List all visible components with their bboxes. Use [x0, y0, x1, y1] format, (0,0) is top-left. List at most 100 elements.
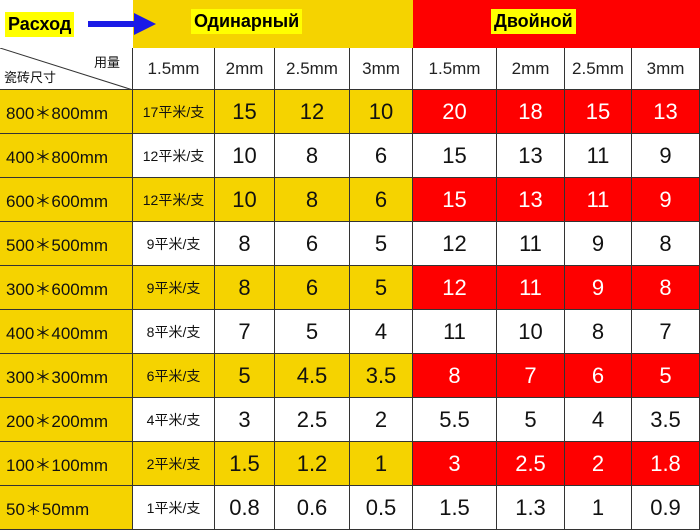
column-header: 2mm: [215, 48, 275, 90]
coverage-cell: 12平米/支: [133, 134, 215, 178]
coverage-cell: 6平米/支: [133, 354, 215, 398]
column-header: 2mm: [497, 48, 565, 90]
column-header: 2.5mm: [565, 48, 632, 90]
double-value-cell: 12: [413, 222, 497, 266]
tile-size-cell: 600＊600mm: [0, 178, 133, 222]
single-value-cell: 1.2: [275, 442, 350, 486]
tile-size-cell: 800＊800mm: [0, 90, 133, 134]
tile-size-cell: 100＊100mm: [0, 442, 133, 486]
single-value-cell: 8: [215, 266, 275, 310]
single-value-cell: 5: [275, 310, 350, 354]
coverage-cell: 4平米/支: [133, 398, 215, 442]
single-value-cell: 1.5: [215, 442, 275, 486]
double-value-cell: 1: [565, 486, 632, 530]
usage-label: 用量: [93, 55, 120, 70]
coverage-cell: 2平米/支: [133, 442, 215, 486]
coverage-cell: 17平米/支: [133, 90, 215, 134]
double-value-cell: 20: [413, 90, 497, 134]
column-header: 1.5mm: [133, 48, 215, 90]
double-value-cell: 9: [632, 134, 700, 178]
single-value-cell: 3.5: [350, 354, 413, 398]
double-value-cell: 1.8: [632, 442, 700, 486]
single-value-cell: 5: [215, 354, 275, 398]
tile-size-label: 瓷砖尺寸: [4, 70, 57, 85]
single-value-cell: 8: [275, 134, 350, 178]
tile-size-cell: 500＊500mm: [0, 222, 133, 266]
double-value-cell: 13: [497, 134, 565, 178]
single-value-cell: 10: [215, 134, 275, 178]
double-value-cell: 10: [497, 310, 565, 354]
double-value-cell: 3: [413, 442, 497, 486]
single-value-cell: 2.5: [275, 398, 350, 442]
single-value-cell: 0.6: [275, 486, 350, 530]
single-value-cell: 3: [215, 398, 275, 442]
tile-size-cell: 300＊300mm: [0, 354, 133, 398]
column-header: 3mm: [350, 48, 413, 90]
double-value-cell: 8: [413, 354, 497, 398]
double-value-cell: 11: [497, 266, 565, 310]
double-value-cell: 11: [565, 134, 632, 178]
double-value-cell: 18: [497, 90, 565, 134]
single-value-cell: 4: [350, 310, 413, 354]
double-value-cell: 11: [413, 310, 497, 354]
single-value-cell: 6: [275, 266, 350, 310]
single-value-cell: 15: [215, 90, 275, 134]
double-value-cell: 15: [413, 178, 497, 222]
double-value-cell: 4: [565, 398, 632, 442]
column-header: 1.5mm: [413, 48, 497, 90]
banner: Расход Одинарный Двойной: [0, 0, 700, 48]
single-value-cell: 1: [350, 442, 413, 486]
single-value-cell: 2: [350, 398, 413, 442]
double-value-cell: 0.9: [632, 486, 700, 530]
consumption-table: 用量 瓷砖尺寸 1.5mm 2mm 2.5mm 3mm 1.5mm 2mm 2.5mm 3mm 80…: [0, 48, 700, 530]
double-value-cell: 2: [565, 442, 632, 486]
consumption-label: Расход: [5, 12, 75, 37]
tile-size-cell: 50＊50mm: [0, 486, 133, 530]
double-value-cell: 5.5: [413, 398, 497, 442]
coverage-cell: 1平米/支: [133, 486, 215, 530]
single-value-cell: 6: [350, 134, 413, 178]
single-value-cell: 10: [215, 178, 275, 222]
coverage-cell: 9平米/支: [133, 222, 215, 266]
double-value-cell: 8: [565, 310, 632, 354]
double-value-cell: 9: [565, 222, 632, 266]
column-header: 3mm: [632, 48, 700, 90]
double-value-cell: 6: [565, 354, 632, 398]
double-value-cell: 5: [497, 398, 565, 442]
double-value-cell: 1.5: [413, 486, 497, 530]
coverage-cell: 8平米/支: [133, 310, 215, 354]
double-value-cell: 8: [632, 266, 700, 310]
double-value-cell: 1.3: [497, 486, 565, 530]
single-section-header: Одинарный: [133, 0, 413, 48]
double-value-cell: 9: [565, 266, 632, 310]
double-value-cell: 11: [565, 178, 632, 222]
single-value-cell: 12: [275, 90, 350, 134]
double-value-cell: 3.5: [632, 398, 700, 442]
single-value-cell: 6: [275, 222, 350, 266]
single-value-cell: 0.5: [350, 486, 413, 530]
tile-size-cell: 300＊600mm: [0, 266, 133, 310]
double-value-cell: 13: [632, 90, 700, 134]
double-value-cell: 15: [413, 134, 497, 178]
column-header: 2.5mm: [275, 48, 350, 90]
single-value-cell: 7: [215, 310, 275, 354]
corner-header: 用量瓷砖尺寸: [0, 48, 133, 90]
double-value-cell: 13: [497, 178, 565, 222]
double-value-cell: 8: [632, 222, 700, 266]
single-value-cell: 8: [215, 222, 275, 266]
single-label: Одинарный: [191, 9, 303, 34]
double-value-cell: 5: [632, 354, 700, 398]
double-value-cell: 15: [565, 90, 632, 134]
coverage-cell: 9平米/支: [133, 266, 215, 310]
double-value-cell: 7: [632, 310, 700, 354]
double-value-cell: 2.5: [497, 442, 565, 486]
double-value-cell: 7: [497, 354, 565, 398]
coverage-cell: 12平米/支: [133, 178, 215, 222]
single-value-cell: 10: [350, 90, 413, 134]
arrow-right-icon: [88, 13, 156, 35]
single-value-cell: 5: [350, 222, 413, 266]
single-value-cell: 6: [350, 178, 413, 222]
tile-size-cell: 400＊400mm: [0, 310, 133, 354]
double-value-cell: 11: [497, 222, 565, 266]
single-value-cell: 5: [350, 266, 413, 310]
